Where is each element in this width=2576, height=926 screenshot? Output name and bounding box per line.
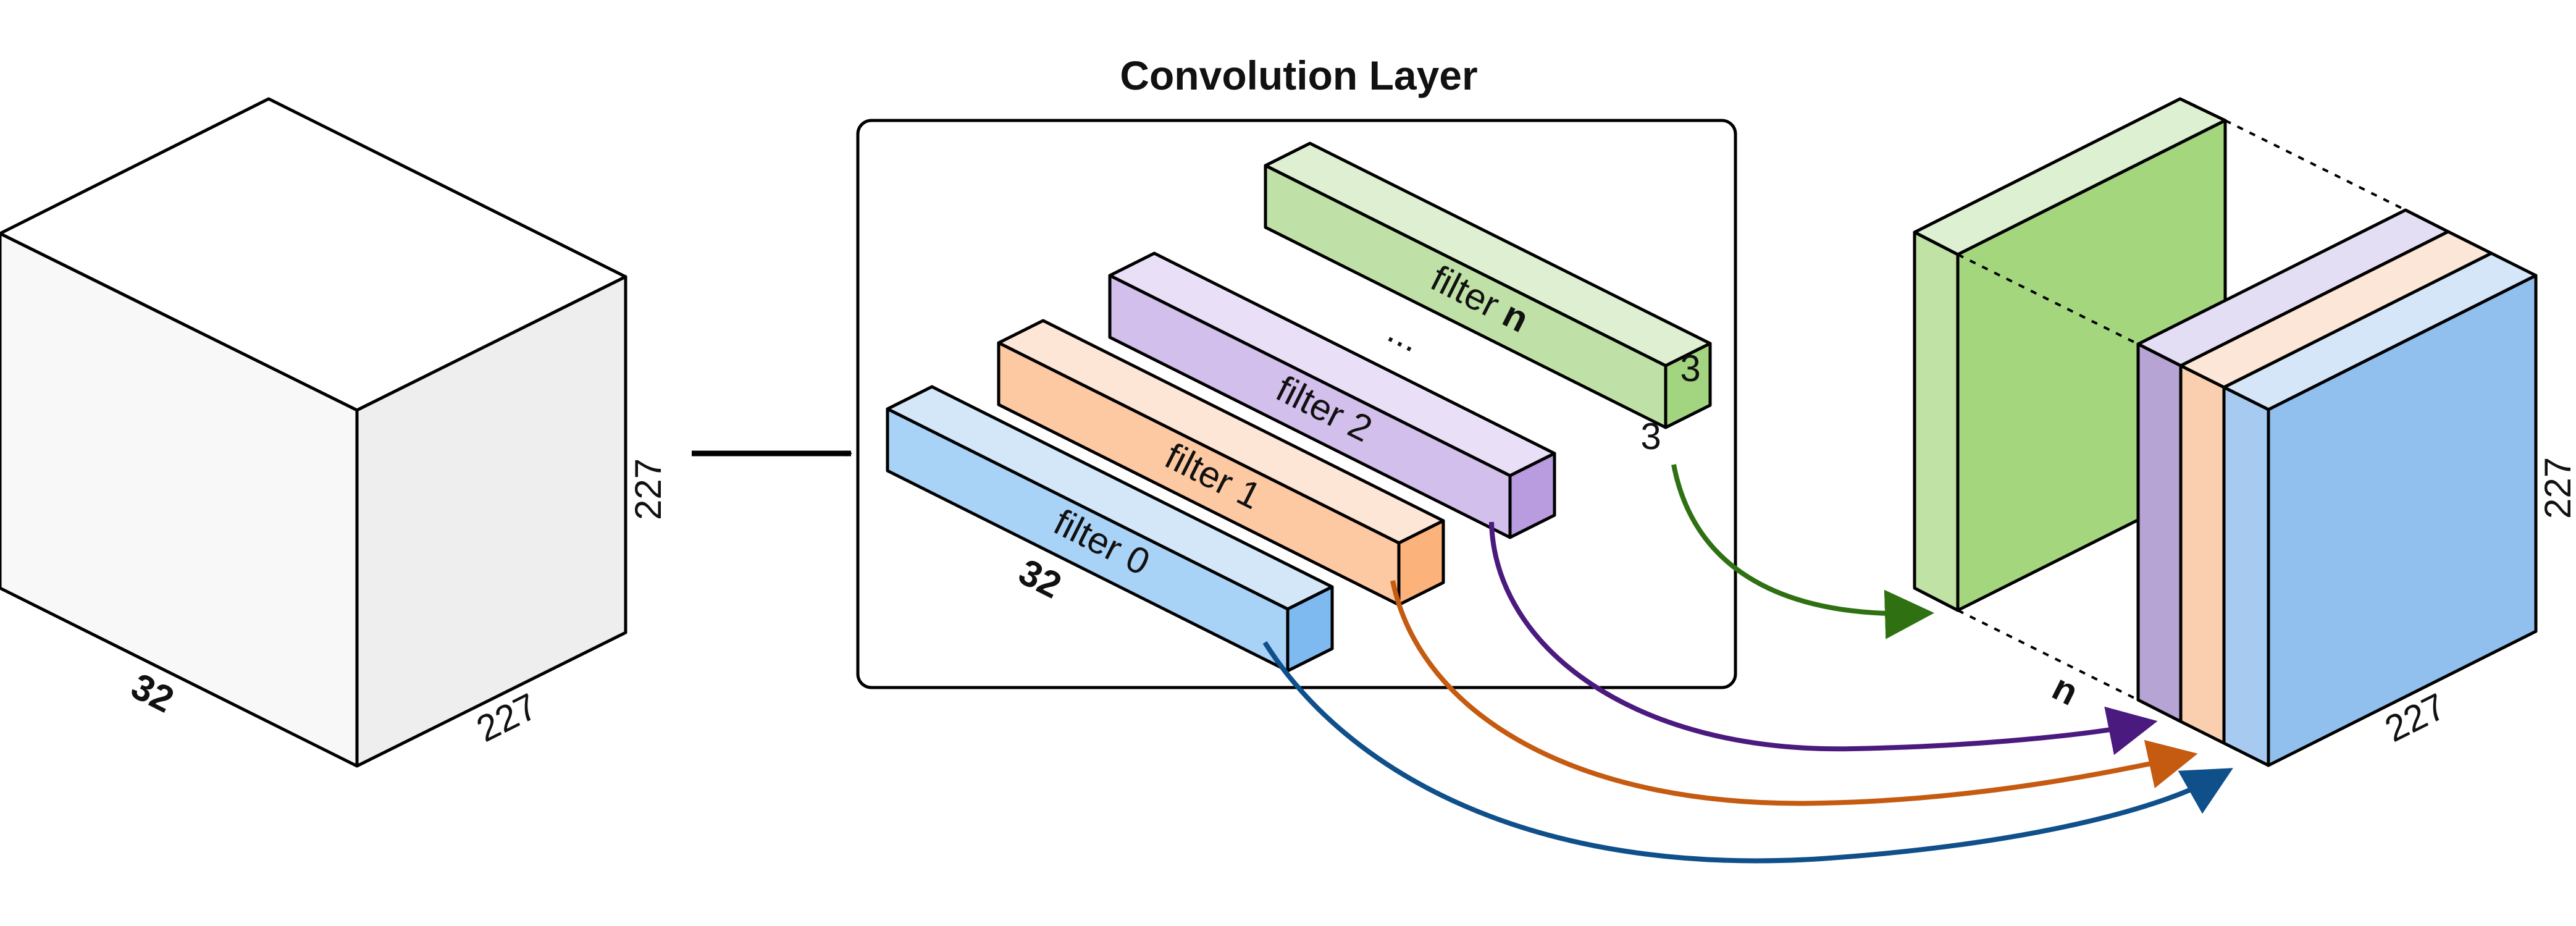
filter-bar-end-face xyxy=(1508,452,1556,539)
filter-size-h-label: 3 xyxy=(1640,416,1661,457)
output-side-orange xyxy=(2179,364,2226,745)
filter-bar-end-face xyxy=(1397,519,1445,607)
output-count-label: n xyxy=(2046,667,2085,713)
output-front-blue xyxy=(2267,274,2538,767)
filter-size-w-label: 3 xyxy=(1680,348,1700,389)
arrow-filter-0 xyxy=(1262,641,2233,864)
input-volume-right-face xyxy=(355,275,627,768)
conv-layer-title: Convolution Layer xyxy=(1120,53,1477,98)
input-volume xyxy=(0,97,627,768)
output-dotted-connectors xyxy=(1957,119,2406,701)
output-slice-n-side xyxy=(1913,230,1960,612)
output-height-label: 227 xyxy=(2537,457,2576,519)
input-height-label: 227 xyxy=(627,458,669,520)
filter-output-arrows xyxy=(1262,464,2233,864)
output-side-purple xyxy=(2136,342,2183,723)
filter-bar-n: filter n xyxy=(1264,141,1712,429)
output-side-blue xyxy=(2222,385,2270,767)
filter-bar-2: filter 2 xyxy=(1108,251,1556,539)
arrow-filter-1 xyxy=(1390,580,2198,806)
filter-bar-end-face xyxy=(1664,342,1712,429)
arrow-filter-n xyxy=(1671,464,1934,639)
filter-bar-0: filter 0 xyxy=(886,385,1334,673)
output-block xyxy=(2136,208,2538,767)
arrow-filter-2 xyxy=(1489,521,2158,756)
filter-bar-end-face xyxy=(1286,585,1334,673)
